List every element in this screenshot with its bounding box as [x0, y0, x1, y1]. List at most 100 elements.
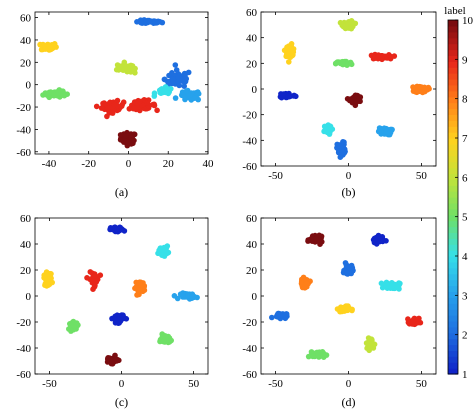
data-point: [375, 128, 382, 135]
y-tick-label: -20: [242, 317, 257, 329]
cluster-label-5: [305, 349, 330, 361]
cluster-label-4: [151, 84, 174, 99]
data-point: [336, 142, 343, 149]
cluster-label-8: [132, 279, 148, 298]
colorbar-segment: [448, 315, 458, 322]
data-point: [122, 133, 129, 139]
cluster-label-5: [157, 331, 174, 346]
data-point: [172, 95, 179, 101]
data-point: [169, 70, 175, 76]
data-point: [161, 338, 167, 344]
panel-label: (c): [115, 395, 128, 409]
cluster-label-9: [93, 97, 127, 120]
x-tick-label: -20: [81, 158, 96, 170]
colorbar-segment: [448, 185, 458, 192]
colorbar-segment: [448, 161, 458, 169]
cluster-label-2: [269, 310, 290, 322]
colorbar-segment: [448, 238, 458, 245]
colorbar-segment: [448, 55, 458, 62]
data-point: [346, 264, 352, 271]
data-point: [183, 88, 189, 95]
data-point: [340, 139, 346, 145]
x-tick-label: 0: [126, 158, 132, 170]
data-point: [389, 282, 396, 289]
data-point: [130, 105, 137, 112]
colorbar-segment: [448, 61, 458, 68]
data-point: [42, 46, 49, 52]
colorbar-tick-label: 9: [462, 54, 468, 66]
cluster-label-10: [344, 92, 364, 109]
data-point: [339, 305, 346, 312]
colorbar-segment: [448, 256, 458, 263]
y-tick-label: -60: [242, 161, 257, 173]
data-point: [44, 90, 51, 96]
data-point: [104, 113, 110, 120]
colorbar-segment: [448, 102, 458, 110]
x-tick-label: -50: [42, 378, 57, 390]
cluster-label-6: [363, 335, 378, 354]
colorbar-segment: [448, 368, 458, 375]
data-point: [151, 101, 157, 108]
x-tick-label: 40: [203, 158, 215, 170]
data-point: [175, 74, 181, 80]
colorbar-frame: [447, 19, 459, 375]
data-point: [159, 252, 165, 258]
data-point: [128, 62, 134, 69]
panel-d: 60 40 20 0 -20 -40 -60 -50 0 50 (d): [242, 213, 437, 409]
colorbar-segment: [448, 285, 458, 292]
colorbar-segment: [448, 267, 458, 275]
data-point: [410, 84, 416, 90]
colorbar-segment: [448, 232, 458, 239]
data-point: [105, 105, 111, 112]
colorbar-tick-label: 1: [462, 369, 468, 381]
cluster-label-7: [281, 41, 297, 65]
data-point: [168, 337, 174, 344]
colorbar-segment: [448, 279, 458, 287]
data-point: [165, 249, 172, 256]
cluster-label-9: [84, 269, 104, 293]
panel-b: 60 40 20 0 -20 -40 -60 -50 0 50 (b): [242, 7, 437, 199]
colorbar-segment: [448, 214, 458, 222]
data-point: [146, 18, 152, 24]
data-point: [305, 353, 312, 360]
cluster-label-1: [370, 232, 389, 247]
y-tick-label: 0: [252, 84, 258, 96]
colorbar-segment: [448, 191, 458, 198]
x-tick-label: 50: [416, 378, 428, 390]
data-point: [181, 83, 187, 89]
y-tick-label: 0: [26, 80, 32, 92]
data-point: [126, 106, 133, 112]
panel-a: 60 40 20 0 -20 -40 -60 -40 -20 0 20 40 (a): [16, 11, 215, 199]
colorbar-tick-label: 7: [462, 133, 468, 145]
data-point: [51, 91, 57, 98]
panel-c: 60 40 20 0 -20 -40 -60 -50 0 50 (c): [16, 213, 209, 409]
cluster-label-10: [104, 352, 122, 367]
x-tick-label: 50: [416, 170, 428, 182]
data-point: [386, 130, 393, 137]
colorbar-segment: [448, 126, 458, 133]
axes-frame: [260, 11, 437, 167]
cluster-label-10: [117, 129, 138, 149]
cluster-label-3: [171, 290, 200, 302]
data-point: [117, 132, 124, 138]
colorbar-segment: [448, 132, 458, 139]
data-point: [375, 54, 382, 61]
colorbar-segment: [448, 155, 458, 163]
data-point: [73, 322, 79, 329]
y-tick-label: 20: [20, 265, 32, 277]
data-point: [337, 154, 344, 160]
data-point: [161, 76, 168, 83]
cluster-label-1: [107, 224, 128, 235]
data-point: [151, 93, 158, 99]
y-tick-label: -20: [16, 102, 31, 114]
data-point: [176, 82, 182, 89]
data-point: [367, 341, 373, 348]
data-point: [269, 314, 275, 321]
data-point: [397, 280, 403, 287]
y-tick-label: -20: [242, 110, 257, 122]
cluster-label-4: [321, 122, 336, 137]
cluster-label-3: [375, 125, 395, 138]
data-point: [109, 110, 116, 116]
